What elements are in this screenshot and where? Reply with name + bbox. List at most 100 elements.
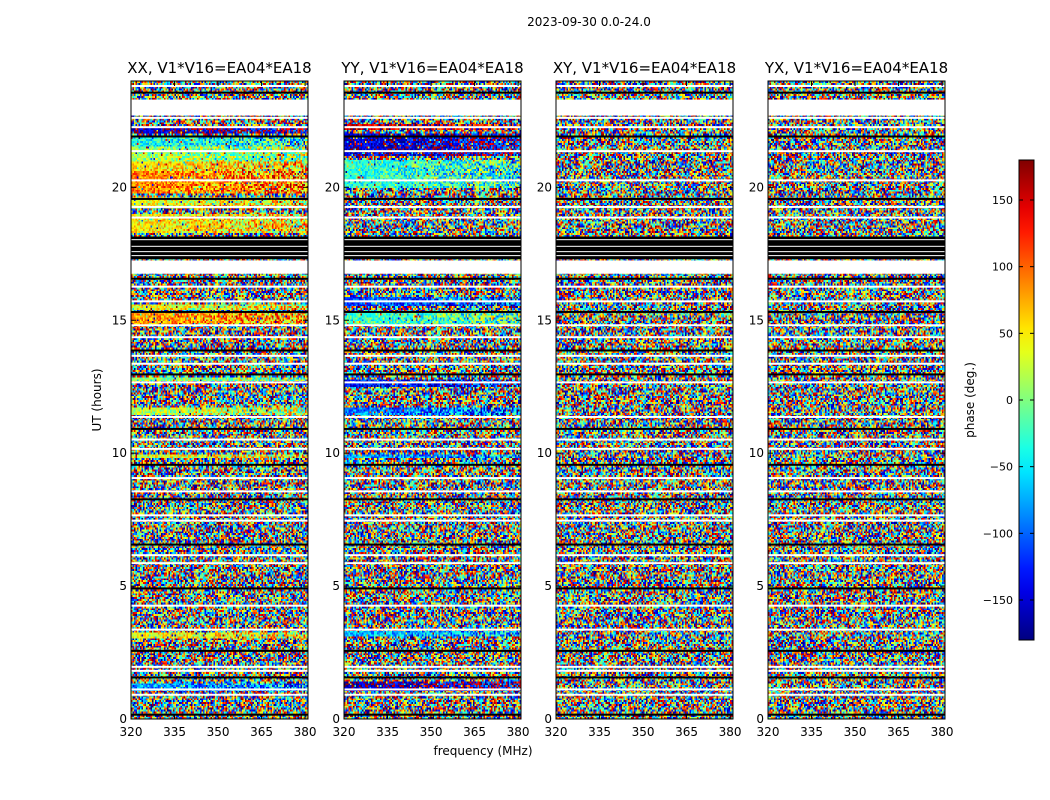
flagged-row <box>131 604 308 607</box>
flagged-row <box>131 554 308 557</box>
flagged-row <box>556 336 733 339</box>
flagged-row <box>344 415 521 418</box>
flagged-row <box>344 324 521 327</box>
flagged-row <box>768 179 945 182</box>
flagged-row <box>344 463 521 466</box>
flagged-row <box>556 310 733 313</box>
x-tick-label: 320 <box>333 725 356 739</box>
flagged-row <box>768 300 945 303</box>
flagged-row <box>768 604 945 607</box>
flagged-row <box>344 490 521 493</box>
phase-heatmap <box>344 81 521 719</box>
flagged-row <box>131 251 308 253</box>
flagged-row <box>768 126 945 129</box>
panel-title: XX, V1*V16=EA04*EA18 <box>127 59 311 77</box>
flagged-row <box>131 84 308 87</box>
flagged-row <box>131 688 308 691</box>
x-tick-label: 350 <box>207 725 230 739</box>
y-tick-label: 20 <box>112 180 127 194</box>
flagged-row <box>768 649 945 652</box>
flagged-row <box>131 514 308 517</box>
y-tick-label: 15 <box>537 313 552 327</box>
flagged-row <box>344 362 521 365</box>
flagged-row <box>556 116 733 119</box>
y-tick-label: 0 <box>756 712 764 726</box>
flagged-row <box>344 251 521 253</box>
flagged-row <box>131 519 308 522</box>
colorbar-tick-label: 100 <box>992 261 1013 274</box>
colorbar-label: phase (deg.) <box>963 362 977 438</box>
flagged-row <box>768 285 945 288</box>
flagged-row <box>556 427 733 430</box>
panel-4: YX, V1*V16=EA04*EA18 320 335 350 365 380 0 5 10 1… <box>749 59 954 739</box>
flagged-row <box>768 349 945 352</box>
flagged-row <box>768 239 945 241</box>
colorbar-tick-label: 150 <box>992 194 1013 207</box>
flagged-row <box>344 498 521 501</box>
flagged-row <box>768 84 945 87</box>
dark-band <box>131 240 308 244</box>
blank-band <box>556 99 733 116</box>
flagged-row <box>556 255 733 257</box>
flagged-row <box>768 205 945 208</box>
flagged-row <box>344 543 521 546</box>
flagged-row <box>556 477 733 480</box>
flagged-row <box>556 216 733 219</box>
flagged-row <box>344 381 521 384</box>
flagged-row <box>768 310 945 313</box>
flagged-row <box>344 713 521 716</box>
x-tick-label: 380 <box>294 725 317 739</box>
flagged-row <box>344 587 521 590</box>
flagged-row <box>556 628 733 631</box>
dark-band <box>768 240 945 244</box>
flagged-row <box>556 362 733 365</box>
flagged-row <box>556 277 733 280</box>
x-tick-label: 365 <box>250 725 273 739</box>
flagged-row <box>131 438 308 441</box>
y-tick-label: 10 <box>325 446 340 460</box>
blank-band <box>768 260 945 274</box>
flagged-row <box>556 135 733 138</box>
flagged-row <box>131 239 308 241</box>
x-tick-label: 365 <box>675 725 698 739</box>
flagged-row <box>556 84 733 87</box>
y-tick-label: 10 <box>749 446 764 460</box>
flagged-row <box>131 324 308 327</box>
flagged-row <box>131 285 308 288</box>
flagged-row <box>131 463 308 466</box>
flagged-row <box>344 179 521 182</box>
flagged-row <box>556 543 733 546</box>
flagged-row <box>344 255 521 257</box>
flagged-row <box>131 116 308 119</box>
flagged-row <box>768 245 945 247</box>
x-tick-label: 350 <box>844 725 867 739</box>
flagged-row <box>556 669 733 672</box>
flagged-row <box>344 245 521 247</box>
flagged-row <box>768 693 945 696</box>
flagged-row <box>556 676 733 679</box>
flagged-row <box>131 649 308 652</box>
panel-3: XY, V1*V16=EA04*EA18 320 335 350 365 380 0 5 10 1… <box>537 59 742 739</box>
y-tick-label: 10 <box>537 446 552 460</box>
flagged-row <box>768 463 945 466</box>
panel-2: YY, V1*V16=EA04*EA18 320 335 350 365 380 0 5 10 1… <box>325 59 530 739</box>
y-tick-label: 15 <box>112 313 127 327</box>
flagged-row <box>344 693 521 696</box>
x-tick-label: 320 <box>120 725 143 739</box>
flagged-row <box>768 562 945 565</box>
flagged-row <box>768 197 945 200</box>
flagged-row <box>556 205 733 208</box>
y-tick-label: 5 <box>544 579 552 593</box>
flagged-row <box>768 150 945 153</box>
flagged-row <box>768 447 945 450</box>
flagged-row <box>131 713 308 716</box>
flagged-row <box>131 310 308 313</box>
x-tick-label: 380 <box>719 725 742 739</box>
flagged-row <box>131 197 308 200</box>
flagged-row <box>344 477 521 480</box>
flagged-row <box>344 205 521 208</box>
flagged-row <box>344 116 521 119</box>
y-axis-label: UT (hours) <box>90 368 104 431</box>
flagged-row <box>768 676 945 679</box>
flagged-row <box>131 336 308 339</box>
